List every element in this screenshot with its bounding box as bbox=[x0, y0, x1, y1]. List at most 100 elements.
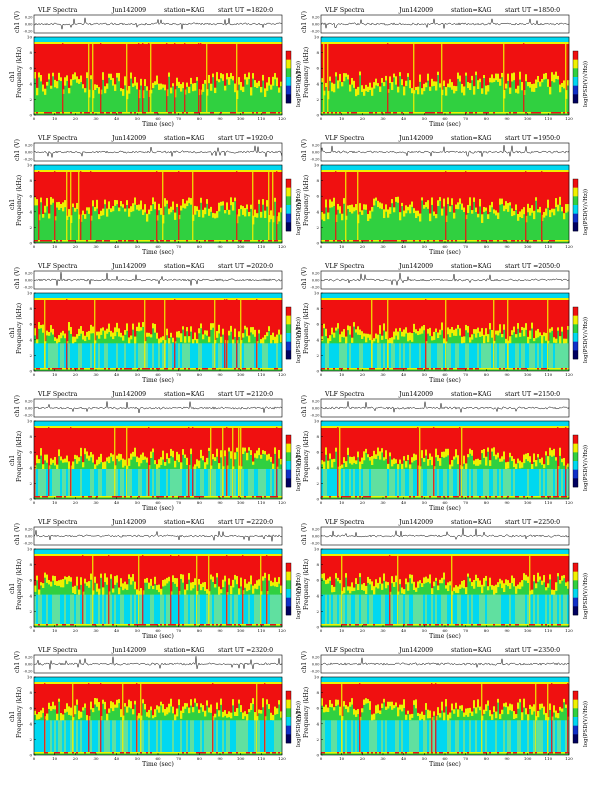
y-tick-label: 6 bbox=[316, 706, 319, 711]
amp-tick-label: 0.20 bbox=[25, 528, 33, 532]
colorbar-segment bbox=[286, 435, 291, 444]
y-tick-label: 0 bbox=[29, 241, 32, 246]
x-tick-label: 30 bbox=[380, 500, 386, 505]
colorbar-segment bbox=[286, 606, 291, 616]
x-tick-label: 0 bbox=[33, 500, 36, 505]
y-tick-label: 4 bbox=[316, 721, 319, 726]
y-tick-label: 2 bbox=[29, 737, 32, 742]
panel-start-ut: start UT =2250:0 bbox=[505, 519, 560, 526]
amp-axis-label: ch1 (V) bbox=[14, 139, 21, 161]
x-tick-label: 90 bbox=[217, 756, 223, 761]
spec-axis-label-2: Frequency (kHz) bbox=[303, 687, 310, 738]
x-tick-label: 50 bbox=[135, 244, 141, 249]
colorbar-segment bbox=[286, 196, 291, 206]
panel-station: station=KAG bbox=[451, 7, 492, 14]
colorbar-segment bbox=[286, 691, 291, 700]
panel-station: station=KAG bbox=[451, 391, 492, 398]
colorbar-segment bbox=[573, 734, 578, 744]
x-tick-label: 100 bbox=[237, 500, 245, 505]
x-tick-label: 90 bbox=[504, 372, 510, 377]
colorbar-segment bbox=[573, 315, 578, 325]
y-tick-label: 8 bbox=[29, 306, 32, 311]
x-tick-label: 110 bbox=[258, 756, 266, 761]
x-tick-label: 120 bbox=[278, 628, 286, 633]
colorbar-segment bbox=[286, 708, 291, 718]
x-tick-label: 30 bbox=[93, 372, 99, 377]
x-tick-label: 20 bbox=[73, 628, 79, 633]
amp-tick-label: 0.20 bbox=[312, 400, 320, 404]
x-tick-label: 10 bbox=[52, 244, 58, 249]
amp-tick-label: -0.20 bbox=[311, 414, 320, 418]
y-tick-label: 2 bbox=[29, 481, 32, 486]
y-tick-label: 0 bbox=[316, 369, 319, 374]
amp-tick-label: 0.00 bbox=[312, 535, 320, 539]
x-tick-label: 60 bbox=[155, 628, 161, 633]
amp-axis-label: ch1 (V) bbox=[301, 523, 308, 545]
x-tick-label: 10 bbox=[339, 500, 345, 505]
x-tick-label: 120 bbox=[278, 756, 286, 761]
panel-date: Jun142009 bbox=[111, 135, 146, 142]
x-tick-label: 50 bbox=[135, 372, 141, 377]
x-tick-label: 60 bbox=[155, 372, 161, 377]
panel-date: Jun142009 bbox=[398, 7, 433, 14]
amplitude-trace bbox=[320, 401, 570, 413]
x-tick-label: 110 bbox=[258, 244, 266, 249]
x-tick-label: 20 bbox=[73, 756, 79, 761]
x-tick-label: 120 bbox=[565, 756, 573, 761]
y-tick-label: 0 bbox=[29, 625, 32, 630]
y-tick-label: 6 bbox=[316, 578, 319, 583]
spectrogram bbox=[321, 549, 570, 627]
x-tick-label: 90 bbox=[504, 244, 510, 249]
colorbar-frame bbox=[285, 434, 292, 488]
y-tick-label: 8 bbox=[316, 178, 319, 183]
panel-11: VLF Spectra Jun142009 station=KAG start UT … bbox=[296, 647, 589, 768]
x-tick-label: 0 bbox=[320, 372, 323, 377]
x-tick-label: 30 bbox=[93, 500, 99, 505]
panel-station: station=KAG bbox=[451, 263, 492, 270]
x-tick-label: 80 bbox=[197, 244, 203, 249]
colorbar-segment bbox=[286, 222, 291, 232]
colorbar-frame bbox=[572, 178, 579, 232]
panel-start-ut: start UT =2020:0 bbox=[218, 263, 273, 270]
x-tick-label: 100 bbox=[524, 116, 532, 121]
y-tick-label: 2 bbox=[29, 97, 32, 102]
x-tick-label: 100 bbox=[237, 372, 245, 377]
panel-2: VLF Spectra Jun142009 station=KAG start UT … bbox=[9, 135, 302, 256]
x-tick-label: 80 bbox=[484, 500, 490, 505]
spec-axis-label-2: Frequency (kHz) bbox=[16, 47, 23, 98]
amplitude-trace bbox=[33, 17, 283, 30]
colorbar-frame bbox=[285, 306, 292, 360]
x-tick-label: 0 bbox=[320, 500, 323, 505]
x-tick-label: 70 bbox=[463, 756, 469, 761]
colorbar-frame bbox=[285, 690, 292, 744]
colorbar-segment bbox=[286, 85, 291, 95]
y-tick-label: 4 bbox=[29, 209, 32, 214]
amp-tick-label: 0.00 bbox=[312, 23, 320, 27]
x-tick-label: 40 bbox=[114, 628, 120, 633]
colorbar-segment bbox=[573, 580, 578, 590]
x-tick-label: 50 bbox=[422, 756, 428, 761]
x-tick-label: 50 bbox=[135, 756, 141, 761]
colorbar-segment bbox=[573, 205, 578, 214]
colorbar-segment bbox=[573, 51, 578, 60]
x-tick-label: 20 bbox=[73, 372, 79, 377]
y-tick-label: 8 bbox=[316, 306, 319, 311]
amp-tick-label: 0.20 bbox=[25, 400, 33, 404]
colorbar-segment bbox=[286, 213, 291, 223]
x-tick-label: 90 bbox=[217, 372, 223, 377]
x-tick-label: 20 bbox=[360, 500, 366, 505]
x-axis-label: Time (sec) bbox=[142, 121, 174, 128]
x-tick-label: 20 bbox=[73, 244, 79, 249]
y-tick-label: 2 bbox=[29, 609, 32, 614]
y-tick-label: 0 bbox=[316, 113, 319, 118]
x-tick-label: 70 bbox=[176, 116, 182, 121]
x-tick-label: 110 bbox=[545, 244, 553, 249]
colorbar-segment bbox=[573, 699, 578, 709]
x-tick-label: 0 bbox=[33, 756, 36, 761]
x-tick-label: 80 bbox=[484, 116, 490, 121]
panel-station: station=KAG bbox=[164, 391, 205, 398]
x-tick-label: 30 bbox=[380, 116, 386, 121]
colorbar-segment bbox=[286, 205, 291, 214]
y-tick-label: 10 bbox=[314, 35, 320, 40]
colorbar-segment bbox=[286, 443, 291, 453]
